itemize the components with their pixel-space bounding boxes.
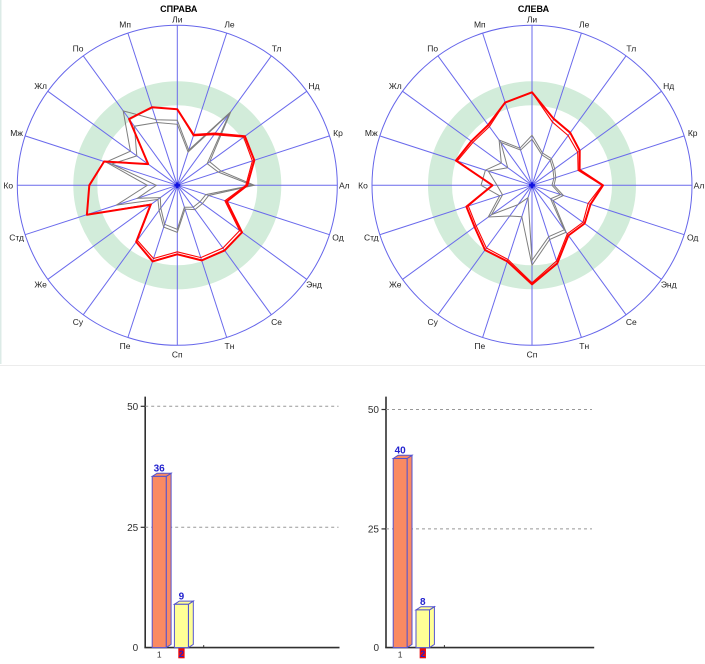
svg-text:Тл: Тл xyxy=(272,44,282,54)
svg-text:Же: Же xyxy=(389,280,402,290)
svg-text:Тн: Тн xyxy=(225,341,235,351)
svg-text:Су: Су xyxy=(428,317,439,327)
svg-text:2: 2 xyxy=(179,649,184,659)
svg-text:Нд: Нд xyxy=(308,81,319,91)
svg-text:0: 0 xyxy=(133,643,139,654)
svg-text:Од: Од xyxy=(687,233,698,243)
svg-text:Сп: Сп xyxy=(527,349,538,359)
svg-text:Нд: Нд xyxy=(663,81,674,91)
svg-text:Мп: Мп xyxy=(119,20,131,30)
svg-text:СПРАВА: СПРАВА xyxy=(160,4,198,14)
svg-text:Ли: Ли xyxy=(172,14,183,24)
svg-text:Жл: Жл xyxy=(389,81,402,91)
svg-text:Пе: Пе xyxy=(120,341,131,351)
svg-text:8: 8 xyxy=(420,597,426,608)
svg-text:9: 9 xyxy=(179,591,185,602)
svg-text:Мп: Мп xyxy=(474,20,486,30)
svg-text:Су: Су xyxy=(73,317,84,327)
svg-text:По: По xyxy=(73,44,84,54)
svg-text:36: 36 xyxy=(154,463,166,474)
svg-text:40: 40 xyxy=(395,446,407,457)
svg-text:Мж: Мж xyxy=(10,128,23,138)
svg-text:Кр: Кр xyxy=(688,128,698,138)
svg-text:СЛЕВА: СЛЕВА xyxy=(518,4,550,14)
svg-text:Се: Се xyxy=(626,317,637,327)
svg-text:0: 0 xyxy=(373,643,379,654)
svg-text:Же: Же xyxy=(34,280,47,290)
svg-text:2: 2 xyxy=(420,649,425,659)
svg-text:1: 1 xyxy=(157,650,162,660)
svg-text:Энд: Энд xyxy=(661,280,677,290)
svg-text:50: 50 xyxy=(127,402,139,413)
svg-text:По: По xyxy=(427,44,438,54)
svg-text:Се: Се xyxy=(271,317,282,327)
svg-text:25: 25 xyxy=(127,523,139,534)
svg-text:1: 1 xyxy=(398,650,403,660)
svg-text:Ле: Ле xyxy=(579,20,590,30)
svg-text:25: 25 xyxy=(368,524,380,535)
svg-text:Стд: Стд xyxy=(364,233,379,243)
svg-text:Ал: Ал xyxy=(694,180,705,190)
svg-text:Стд: Стд xyxy=(9,233,24,243)
svg-text:Энд: Энд xyxy=(306,280,322,290)
svg-text:Од: Од xyxy=(332,233,343,243)
svg-text:Ал: Ал xyxy=(339,180,350,190)
svg-text:Пе: Пе xyxy=(474,341,485,351)
svg-text:Ко: Ко xyxy=(358,180,368,190)
svg-text:Сп: Сп xyxy=(172,349,183,359)
svg-text:Мж: Мж xyxy=(365,128,378,138)
svg-text:50: 50 xyxy=(368,405,380,416)
svg-text:Кр: Кр xyxy=(333,128,343,138)
svg-text:Ко: Ко xyxy=(3,180,13,190)
svg-text:Ле: Ле xyxy=(224,20,235,30)
svg-text:Тл: Тл xyxy=(626,44,636,54)
svg-text:Ли: Ли xyxy=(527,14,538,24)
svg-text:Жл: Жл xyxy=(34,81,47,91)
svg-text:Тн: Тн xyxy=(579,341,589,351)
